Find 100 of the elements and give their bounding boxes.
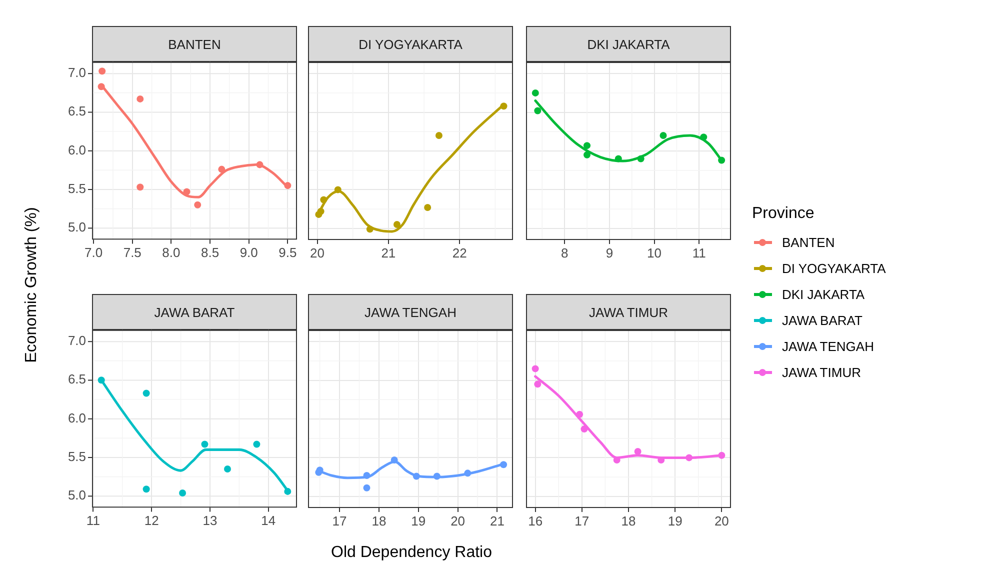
x-tick-label: 19 [668, 513, 682, 528]
x-tick-label: 7.5 [123, 245, 142, 260]
x-tick-label: 7.0 [84, 245, 103, 260]
legend-label: JAWA BARAT [782, 312, 862, 328]
x-tick-label: 20 [310, 245, 324, 260]
point [534, 107, 542, 114]
point [637, 155, 644, 162]
legend-label: JAWA TIMUR [782, 364, 861, 380]
x-tick-label: 19 [411, 513, 426, 528]
x-tick-label: 17 [574, 513, 590, 528]
x-tick-label: 17 [332, 513, 347, 528]
point [532, 365, 539, 372]
x-tick-label: 9.5 [278, 245, 297, 260]
chart-title: JAWA BARAT [92, 294, 297, 330]
point [500, 102, 508, 110]
x-tick-label: 22 [452, 245, 467, 260]
point [433, 472, 440, 480]
x-tick-label: 11 [86, 513, 100, 528]
point [224, 466, 231, 473]
y-tick-label: 5.0 [68, 488, 86, 503]
point [334, 186, 342, 194]
point [660, 132, 667, 140]
x-tick-label: 14 [261, 513, 276, 528]
point [142, 390, 150, 397]
chart-title: DI YOGYAKARTA [308, 26, 513, 62]
x-tick-label: 18 [621, 513, 636, 528]
point [136, 96, 144, 103]
point [614, 155, 622, 162]
chart-title: BANTEN [92, 26, 297, 62]
point [201, 440, 208, 448]
point [464, 470, 472, 477]
point [700, 134, 708, 141]
point [363, 484, 370, 492]
y-tick-label: 5.5 [68, 449, 86, 464]
point [179, 490, 186, 497]
point [424, 204, 432, 211]
point [686, 454, 693, 462]
y-tick-label: 7.0 [68, 333, 86, 348]
point [534, 380, 542, 388]
point [253, 440, 260, 448]
point [584, 151, 591, 158]
point [500, 461, 508, 468]
point [532, 89, 539, 96]
x-tick-label: 20 [450, 513, 466, 528]
point [136, 184, 144, 191]
point [580, 426, 588, 433]
point [98, 83, 105, 90]
point [718, 452, 726, 459]
point [576, 410, 584, 418]
y-axis-title: Economic Growth (%) [23, 207, 41, 363]
point [284, 182, 292, 190]
y-tick-label: 6.0 [68, 410, 86, 426]
point [320, 196, 328, 204]
x-tick-label: 13 [202, 513, 218, 528]
legend-label: DKI JAKARTA [782, 286, 865, 302]
x-tick-label: 8.5 [201, 245, 220, 260]
x-tick-label: 11 [692, 245, 706, 260]
point [284, 488, 292, 496]
x-tick-label: 9 [606, 245, 614, 260]
y-tick-label: 6.0 [68, 142, 86, 158]
chart-title: JAWA TENGAH [308, 294, 513, 330]
point [634, 448, 642, 456]
x-tick-label: 8 [560, 245, 568, 260]
legend-label: DI YOGYAKARTA [782, 260, 886, 276]
point [98, 68, 106, 75]
x-tick-label: 9.0 [240, 245, 258, 260]
point [393, 221, 400, 228]
y-tick-label: 5.5 [68, 181, 86, 196]
point [194, 202, 202, 209]
point [317, 208, 324, 215]
x-tick-label: 21 [490, 513, 504, 528]
x-tick-label: 10 [647, 245, 662, 260]
x-tick-label: 18 [372, 513, 386, 528]
legend-title: Province [752, 205, 816, 223]
chart-title: DKI JAKARTA [526, 26, 731, 62]
point [366, 226, 374, 233]
point [218, 166, 226, 174]
point [183, 188, 190, 196]
point [363, 472, 370, 479]
y-tick-label: 6.5 [68, 372, 86, 387]
point [718, 156, 726, 164]
legend-label: JAWA TENGAH [782, 338, 874, 354]
x-tick-label: 21 [381, 245, 396, 260]
point [142, 486, 150, 493]
point [435, 132, 442, 140]
x-tick-label: 20 [714, 513, 729, 528]
chart-title: JAWA TIMUR [526, 294, 731, 330]
point [390, 456, 398, 464]
x-tick-label: 12 [144, 513, 159, 528]
point [256, 161, 264, 168]
point [412, 472, 420, 480]
legend-label: BANTEN [782, 234, 835, 250]
x-axis-title: Old Dependency Ratio [331, 544, 492, 562]
x-tick-label: 8.0 [162, 245, 180, 260]
y-tick-label: 6.5 [68, 104, 86, 119]
y-tick-label: 5.0 [68, 220, 86, 235]
y-tick-label: 7.0 [68, 65, 86, 80]
point [98, 376, 105, 384]
x-tick-label: 16 [528, 513, 543, 528]
point [584, 142, 591, 150]
